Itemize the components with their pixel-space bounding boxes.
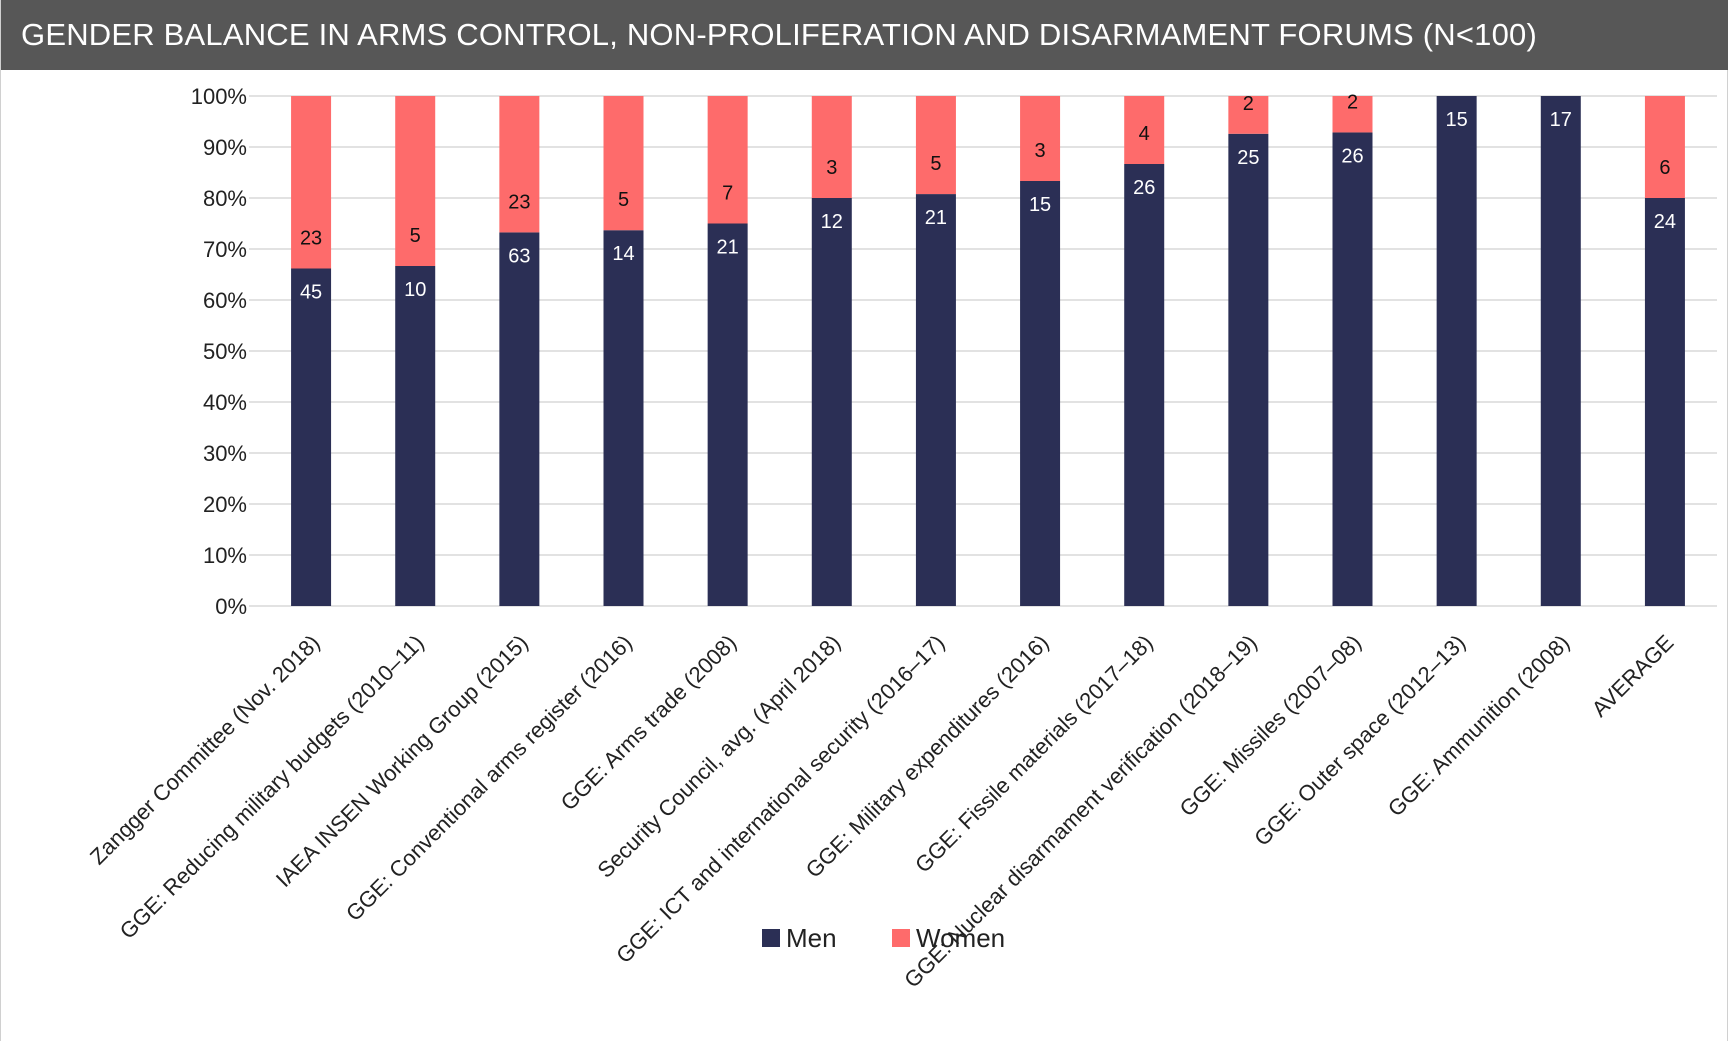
bar-women <box>1124 96 1165 164</box>
bar-women <box>291 96 332 269</box>
data-label-men: 25 <box>1237 147 1259 169</box>
bar-women <box>1644 96 1685 198</box>
bar-women <box>395 96 436 266</box>
data-label-men: 24 <box>1654 211 1676 233</box>
x-category-label: AVERAGE <box>1587 630 1679 722</box>
x-category-label: Zangger Committee (Nov. 2018) <box>85 630 325 870</box>
data-label-women: 3 <box>1035 140 1046 162</box>
bar-men <box>1436 96 1477 606</box>
y-axis-ticks: 0% 10% 20% 30% 40% 50% 60% 70% 80% 90% 100% <box>191 84 247 619</box>
legend-label-women: Women <box>916 923 1005 953</box>
y-tick-label: 50% <box>203 339 247 364</box>
bar-women <box>707 96 748 224</box>
stacked-bar-chart: 0%10%20%30%40%50%60%70%80%90%100% 452310… <box>85 84 1717 993</box>
bars <box>291 96 1685 607</box>
y-tick-label: 90% <box>203 135 247 160</box>
chart-title: GENDER BALANCE IN ARMS CONTROL, NON-PROL… <box>21 17 1537 52</box>
x-category-label: GGE: Arms trade (2008) <box>556 630 741 815</box>
bar-women <box>915 96 956 195</box>
bar-women <box>1020 96 1061 181</box>
data-label-men: 15 <box>1446 109 1468 131</box>
bar-men <box>499 232 540 606</box>
bar-men <box>915 194 956 607</box>
bar-men <box>1540 96 1581 606</box>
data-label-men: 45 <box>300 282 322 304</box>
bar-men <box>1228 133 1269 606</box>
data-label-women: 4 <box>1139 123 1150 145</box>
bar-men <box>1332 132 1373 606</box>
legend: Men Women <box>762 923 1005 953</box>
data-label-women: 23 <box>508 191 530 213</box>
bar-men <box>1644 198 1685 606</box>
data-label-men: 15 <box>1029 194 1051 216</box>
bar-women <box>1332 96 1373 133</box>
bar-women <box>811 96 852 198</box>
data-label-men: 63 <box>508 245 530 267</box>
x-category-label: GGE: Outer space (2012–13) <box>1249 630 1470 851</box>
data-label-men: 21 <box>717 237 739 259</box>
data-label-men: 17 <box>1550 109 1572 131</box>
x-category-label: GGE: Ammunition (2008) <box>1383 630 1574 821</box>
legend-label-men: Men <box>786 923 837 953</box>
data-label-women: 5 <box>410 225 421 247</box>
data-label-men: 10 <box>404 279 426 301</box>
data-label-women: 2 <box>1243 93 1254 115</box>
bar-men <box>1020 181 1061 606</box>
bar-men <box>1124 164 1165 606</box>
bar-men <box>811 198 852 606</box>
x-category-label: GGE: Missiles (2007–08) <box>1175 630 1366 821</box>
bar-men <box>707 223 748 606</box>
y-tick-label: 30% <box>203 441 247 466</box>
y-tick-label: 20% <box>203 492 247 517</box>
bar-women <box>1228 96 1269 134</box>
y-tick-label: 40% <box>203 390 247 415</box>
legend-swatch-women <box>892 929 910 947</box>
bar-men <box>291 268 332 606</box>
bar-women <box>603 96 644 231</box>
y-tick-label: 0% <box>215 594 247 619</box>
data-label-men: 26 <box>1133 177 1155 199</box>
data-label-women: 6 <box>1659 157 1670 179</box>
bar-women <box>499 96 540 233</box>
y-tick-label: 100% <box>191 84 247 109</box>
x-axis-categories: Zangger Committee (Nov. 2018)GGE: Reduci… <box>85 630 1678 993</box>
data-label-women: 5 <box>618 189 629 211</box>
y-tick-label: 70% <box>203 237 247 262</box>
data-label-men: 26 <box>1341 145 1363 167</box>
legend-swatch-men <box>762 929 780 947</box>
bar-men <box>395 266 436 606</box>
data-label-men: 14 <box>612 243 634 265</box>
data-label-women: 5 <box>930 153 941 175</box>
y-tick-label: 80% <box>203 186 247 211</box>
y-tick-label: 60% <box>203 288 247 313</box>
y-tick-label: 10% <box>203 543 247 568</box>
bar-men <box>603 230 644 607</box>
title-bar: GENDER BALANCE IN ARMS CONTROL, NON-PROL… <box>1 0 1728 70</box>
data-label-women: 3 <box>826 157 837 179</box>
data-label-men: 21 <box>925 207 947 229</box>
gridlines <box>249 95 1717 607</box>
data-label-men: 12 <box>821 211 843 233</box>
data-label-women: 7 <box>722 183 733 205</box>
data-label-women: 23 <box>300 228 322 250</box>
data-label-women: 2 <box>1347 91 1358 113</box>
